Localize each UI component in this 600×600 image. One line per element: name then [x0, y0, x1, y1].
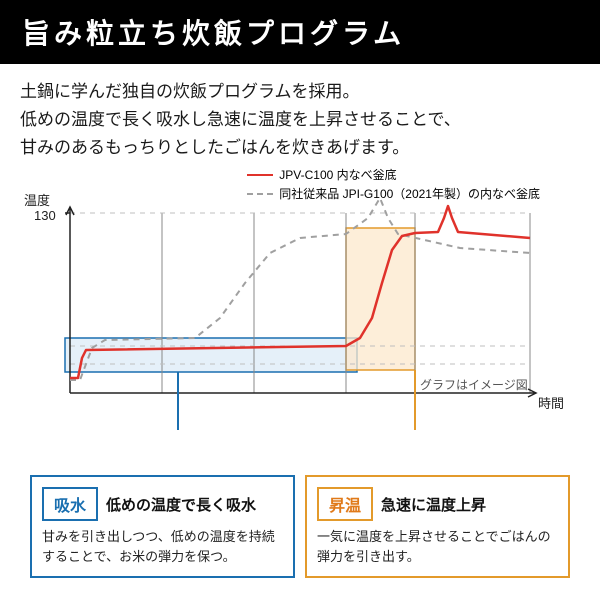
note-absorption-body: 甘みを引き出しつつ、低めの温度を持続することで、お米の弾力を保つ。 [42, 527, 283, 566]
legend-item-dash: 同社従来品 JPI-G100（2021年製）の内なべ釡底 [247, 185, 540, 202]
pill-heatup: 昇温 [317, 487, 373, 521]
legend-swatch-dash [247, 193, 273, 195]
legend-swatch-solid [247, 174, 273, 176]
desc-line-1: 土鍋に学んだ独自の炊飯プログラムを採用。 [20, 82, 360, 101]
description: 土鍋に学んだ独自の炊飯プログラムを採用。 低めの温度で長く吸水し急速に温度を上昇… [0, 64, 600, 168]
page-title: 旨み粒立ち炊飯プログラム [0, 0, 600, 64]
legend-item-solid: JPV-C100 内なべ釡底 [247, 166, 540, 183]
note-absorption-head: 吸水 低めの温度で長く吸水 [42, 487, 283, 521]
note-absorption: 吸水 低めの温度で長く吸水 甘みを引き出しつつ、低めの温度を持続することで、お米… [30, 475, 295, 578]
legend-label-dash: 同社従来品 JPI-G100（2021年製）の内なべ釡底 [279, 185, 540, 202]
note-heatup-body: 一気に温度を上昇させることでごはんの弾力を引き出す。 [317, 527, 558, 566]
note-heatup-headtext: 急速に温度上昇 [381, 494, 486, 515]
desc-line-2: 低めの温度で長く吸水し急速に温度を上昇させることで、 [20, 110, 461, 129]
note-boxes: 吸水 低めの温度で長く吸水 甘みを引き出しつつ、低めの温度を持続することで、お米… [20, 475, 580, 578]
y-tick-130: 130 [34, 208, 56, 223]
note-heatup: 昇温 急速に温度上昇 一気に温度を上昇させることでごはんの弾力を引き出す。 [305, 475, 570, 578]
note-absorption-headtext: 低めの温度で長く吸水 [106, 494, 256, 515]
note-heatup-head: 昇温 急速に温度上昇 [317, 487, 558, 521]
chart-image-note: グラフはイメージ図 [420, 376, 528, 393]
desc-line-3: 甘みのあるもっちりとしたごはんを炊きあげます。 [20, 138, 409, 157]
pill-absorption: 吸水 [42, 487, 98, 521]
chart-legend: JPV-C100 内なべ釡底 同社従来品 JPI-G100（2021年製）の内な… [247, 166, 540, 204]
chart-svg [20, 168, 580, 433]
x-axis-label: 時間 [538, 393, 564, 412]
chart-container: JPV-C100 内なべ釡底 同社従来品 JPI-G100（2021年製）の内な… [20, 168, 580, 578]
legend-label-solid: JPV-C100 内なべ釡底 [279, 166, 396, 183]
y-axis-label: 温度 [24, 190, 50, 209]
